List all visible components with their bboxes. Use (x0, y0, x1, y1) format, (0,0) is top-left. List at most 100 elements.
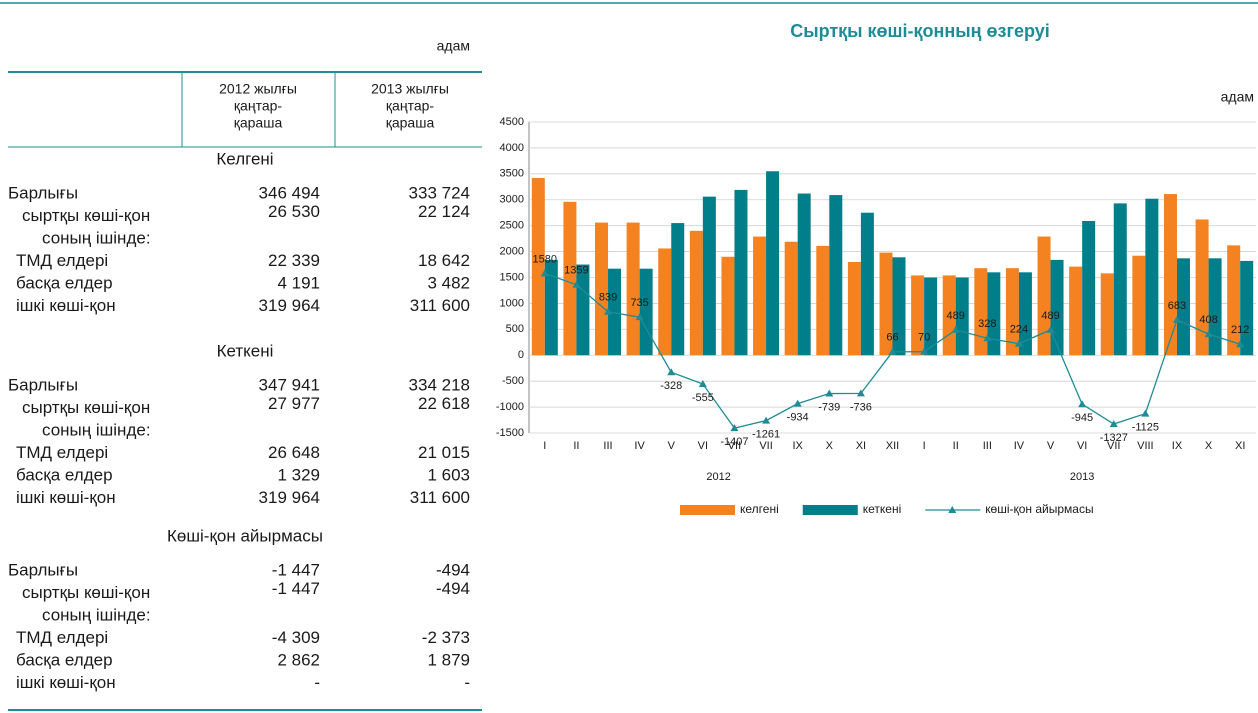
row-label: Барлығы (8, 560, 78, 579)
marker (983, 334, 992, 342)
legend-swatch (802, 505, 858, 515)
data-label: -555 (692, 392, 714, 404)
bar (1069, 266, 1083, 356)
x-tick-label: X (1205, 440, 1213, 452)
section-title: Көші-қон айырмасы (167, 526, 323, 545)
x-tick-label: VII (728, 440, 741, 452)
cell-value: 1 329 (277, 465, 320, 484)
bar (911, 275, 925, 356)
x-tick-label: VI (1077, 440, 1087, 452)
y-tick-label: -1000 (496, 401, 524, 413)
cell-value: 26 530 (268, 202, 320, 221)
data-label: 735 (630, 297, 648, 309)
cell-value: -4 309 (272, 628, 320, 647)
y-tick-label: 1500 (500, 271, 524, 283)
bar (576, 264, 590, 356)
bar (847, 261, 861, 356)
bar (1050, 259, 1064, 356)
bar (671, 223, 685, 356)
bar (608, 268, 622, 356)
x-tick-label: IX (1172, 440, 1183, 452)
bar (531, 177, 545, 356)
bar (1227, 245, 1241, 356)
data-label: 224 (1010, 324, 1028, 336)
marker (1046, 325, 1055, 333)
data-label: -739 (818, 401, 840, 413)
row-label: ТМД елдері (16, 251, 108, 270)
bar (689, 230, 703, 356)
data-label: -934 (787, 412, 809, 424)
bar (1037, 236, 1051, 356)
x-tick-label: XI (856, 440, 866, 452)
bar (955, 277, 969, 356)
x-tick-label: XII (886, 440, 899, 452)
row-label: ТМД елдері (16, 443, 108, 462)
data-label: -328 (660, 380, 682, 392)
y-tick-label: 2500 (500, 220, 524, 232)
marker (888, 347, 897, 355)
bar (879, 252, 893, 356)
x-tick-label: III (983, 440, 992, 452)
x-tick-label: V (1047, 440, 1055, 452)
x-tick-label: IV (1014, 440, 1025, 452)
marker (1141, 409, 1150, 417)
cell-value: 18 642 (418, 251, 470, 270)
data-label: 489 (1041, 310, 1059, 322)
cell-value: 3 482 (427, 273, 470, 292)
data-label: 489 (947, 310, 965, 322)
y-tick-label: 4000 (500, 142, 524, 154)
marker (825, 389, 834, 397)
data-label: 408 (1199, 314, 1217, 326)
cell-value: 334 218 (409, 375, 470, 394)
legend-label: көші-қон айырмасы (985, 502, 1093, 516)
y-tick-label: 2000 (500, 245, 524, 257)
row-label: басқа елдер (16, 650, 113, 669)
data-label: 1580 (533, 253, 557, 265)
data-label: 1359 (564, 265, 588, 277)
data-label: 66 (886, 332, 898, 344)
cell-value: 1 603 (427, 465, 470, 484)
cell-value: - (314, 673, 320, 692)
legend-swatch (680, 505, 735, 515)
x-tick-label: VII (1107, 440, 1120, 452)
cell-value: 4 191 (277, 273, 320, 292)
cell-value: -1 447 (272, 579, 320, 598)
legend-label: келгені (740, 502, 779, 516)
x-tick-label: I (923, 440, 926, 452)
cell-value: 22 339 (268, 251, 320, 270)
x-tick-label: I (543, 440, 546, 452)
data-label: -1407 (720, 436, 748, 448)
marker (762, 416, 771, 424)
chart-unit: адам (1221, 89, 1254, 105)
row-label: ішкі көші-қон (16, 296, 116, 315)
bar (563, 201, 577, 356)
marker (1014, 339, 1023, 347)
data-label: 683 (1168, 300, 1186, 312)
column-header: қаңтар- (234, 98, 282, 114)
marker (698, 380, 707, 388)
x-tick-label: VI (698, 440, 708, 452)
cell-value: 346 494 (259, 183, 320, 202)
bar (658, 248, 672, 356)
cell-value: 319 964 (259, 296, 320, 315)
y-tick-label: 3500 (500, 168, 524, 180)
bar (1082, 221, 1096, 356)
bar (974, 268, 988, 356)
legend-swatch (948, 506, 957, 513)
marker (793, 399, 802, 407)
x-tick-label: X (826, 440, 834, 452)
y-tick-label: 1000 (500, 297, 524, 309)
bar (942, 275, 956, 356)
group-label: 2013 (1070, 471, 1094, 483)
y-tick-label: 500 (506, 323, 524, 335)
cell-value: - (464, 673, 470, 692)
bar (639, 268, 653, 356)
row-label: соның ішінде: (42, 420, 151, 439)
row-label: ТМД елдері (16, 628, 108, 647)
bar (1163, 194, 1177, 356)
bar (721, 256, 735, 356)
section-title: Келгені (216, 149, 273, 168)
cell-value: 26 648 (268, 443, 320, 462)
bar (1100, 273, 1114, 356)
